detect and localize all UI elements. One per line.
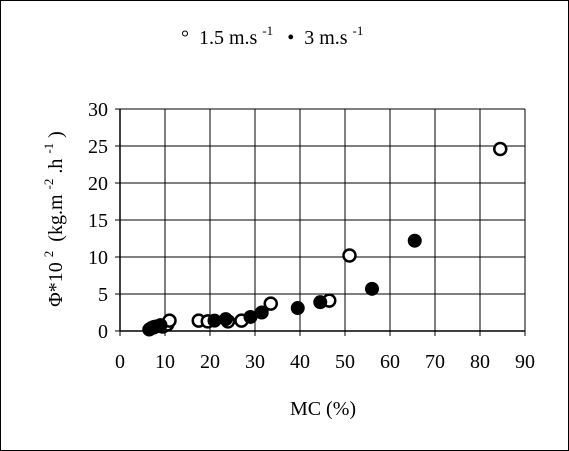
legend-symbol-series2: • — [287, 27, 294, 49]
legend-sup-series2: -1 — [353, 23, 364, 38]
y-tick-label-30: 30 — [88, 99, 108, 121]
y-axis-title-units-end: ) — [45, 131, 67, 138]
data-points — [142, 141, 508, 337]
y-axis-title-units-sup2: -1 — [41, 143, 56, 154]
x-tick-label-90: 90 — [515, 351, 535, 373]
x-tick-label-10: 10 — [155, 351, 175, 373]
y-tick-label-5: 5 — [98, 284, 108, 306]
y-tick-label-15: 15 — [88, 210, 108, 232]
x-tick-label-70: 70 — [425, 351, 445, 373]
legend-sup-series1: -1 — [262, 23, 273, 38]
tick-labels: 0 10 20 30 40 50 60 70 80 90 0 5 10 15 20 25 30 — [88, 99, 535, 373]
point-3ms-8 — [290, 301, 305, 316]
x-tick-label-80: 80 — [470, 351, 490, 373]
x-tick-label-40: 40 — [290, 351, 310, 373]
legend: ° 1.5 m.s -1 • 3 m.s -1 — [181, 18, 363, 49]
x-tick-label-20: 20 — [200, 351, 220, 373]
legend-label-series1: 1.5 m.s — [199, 27, 258, 49]
y-axis-title-units: (kg.m — [45, 194, 67, 242]
y-tick-label-20: 20 — [88, 173, 108, 195]
x-axis-title: MC (%) — [290, 398, 356, 420]
x-tick-label-30: 30 — [245, 351, 265, 373]
y-axis-title: Φ*10 2 (kg.m -2 .h -1 ) — [36, 131, 67, 307]
y-axis-title-main: Φ*10 — [45, 262, 67, 307]
y-tick-label-10: 10 — [88, 247, 108, 269]
point-3ms-11 — [407, 233, 422, 248]
y-tick-label-0: 0 — [98, 321, 108, 343]
y-axis-title-units-sup1: -2 — [41, 179, 56, 190]
point-1-5ms-8 — [263, 296, 278, 311]
point-1-5ms-11 — [493, 141, 508, 157]
point-3ms-3 — [153, 318, 168, 333]
point-3ms-10 — [365, 281, 379, 296]
x-tick-label-60: 60 — [380, 351, 400, 373]
point-1-5ms-10 — [342, 248, 357, 263]
y-tick-label-25: 25 — [88, 136, 108, 158]
legend-label-series2: 3 m.s — [304, 27, 348, 49]
y-axis-title-units-mid: .h — [45, 159, 67, 174]
x-tick-label-0: 0 — [115, 351, 125, 373]
point-3ms-9 — [313, 295, 328, 310]
point-3ms-5 — [218, 312, 233, 327]
x-tick-label-50: 50 — [335, 351, 355, 373]
y-axis-title-sup: 2 — [41, 251, 56, 258]
legend-symbol-series1: ° — [181, 27, 189, 49]
point-3ms-7 — [254, 305, 269, 320]
